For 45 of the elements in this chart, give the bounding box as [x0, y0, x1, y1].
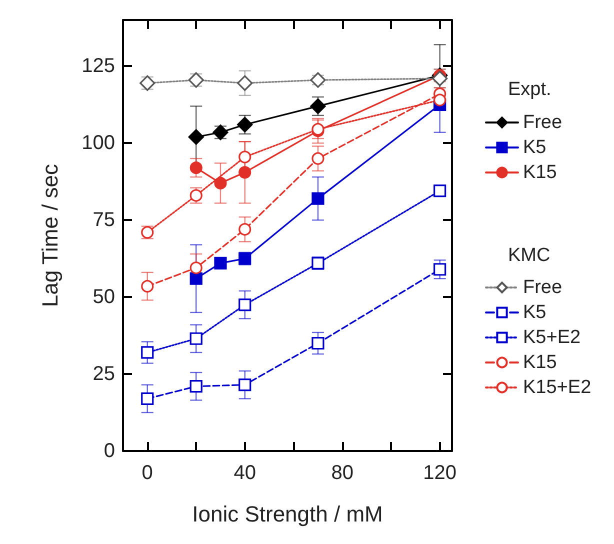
- point: [434, 94, 446, 106]
- point: [190, 161, 202, 174]
- point: [434, 263, 446, 276]
- point: [238, 298, 252, 312]
- point: [214, 176, 227, 190]
- y-axis-title: Lag Time / sec: [38, 164, 62, 308]
- point: [312, 152, 324, 165]
- legend-label: K5+E2: [523, 327, 581, 348]
- point: [190, 272, 202, 285]
- legend-label: K15: [523, 162, 557, 183]
- legend-label: K5: [523, 137, 546, 158]
- x-tick-label: 0: [142, 462, 153, 484]
- point: [312, 192, 324, 205]
- y-tick-label: 25: [92, 363, 115, 386]
- point: [214, 256, 227, 270]
- text: KMC: [508, 245, 550, 266]
- legend-label: Free: [523, 277, 562, 298]
- point: [434, 184, 446, 198]
- y-tick-label: 0: [104, 440, 115, 462]
- point: [238, 223, 252, 236]
- point: [190, 380, 202, 393]
- x-tick-label: 40: [234, 462, 256, 484]
- x-tick-label: 120: [423, 462, 456, 484]
- point: [141, 280, 154, 293]
- point: [188, 129, 204, 145]
- point: [238, 166, 252, 179]
- point: [141, 346, 154, 359]
- legend-title: Expt.: [508, 79, 552, 100]
- point: [237, 75, 253, 91]
- legend-label: K15+E2: [523, 377, 592, 398]
- legend-label: Free: [523, 112, 562, 133]
- y-tick-label: 50: [92, 286, 115, 308]
- point: [190, 262, 202, 274]
- point: [238, 378, 252, 392]
- legend-label: K5: [523, 302, 546, 323]
- y-tick-label: 100: [82, 132, 115, 154]
- y-tick-label: 125: [82, 55, 115, 78]
- y-tick-label: 75: [92, 209, 115, 232]
- point: [312, 336, 324, 350]
- point: [141, 392, 154, 405]
- x-tick-label: 80: [331, 462, 354, 484]
- legend-label: K15: [523, 352, 557, 373]
- point: [190, 332, 202, 345]
- x-axis-title: Ionic Strength / mM: [192, 502, 383, 526]
- point: [238, 150, 252, 164]
